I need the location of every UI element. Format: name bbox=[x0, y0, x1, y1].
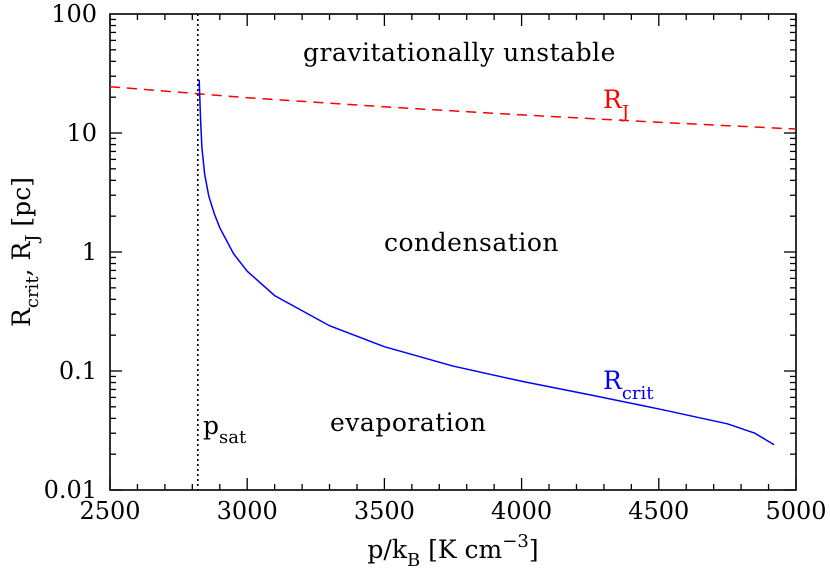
y-axis-title-mid: , R bbox=[7, 241, 36, 277]
rj-label-main: R bbox=[603, 85, 623, 114]
axis-tick-labels: 2500 3000 3500 4000 4500 5000 0.01 0.1 1 10 100 bbox=[44, 0, 827, 525]
y-tick-label: 100 bbox=[51, 0, 97, 28]
x-axis-title-rest: [K cm bbox=[420, 535, 502, 564]
x-tick-label: 3500 bbox=[354, 497, 415, 525]
psat-label-sub: sat bbox=[219, 427, 247, 448]
x-tick-label: 5000 bbox=[765, 497, 826, 525]
region-label-evaporation: evaporation bbox=[330, 408, 486, 437]
x-axis-title: p/kB [K cm−3] bbox=[367, 531, 538, 571]
x-axis-title-end: ] bbox=[529, 535, 539, 564]
y-tick-label: 1 bbox=[82, 238, 97, 266]
y-axis-title-r2-sub: J bbox=[22, 235, 43, 244]
y-axis-title-r1: R bbox=[7, 307, 36, 327]
x-axis-title-main: p/k bbox=[367, 535, 407, 564]
y-axis-title-r1-sub: crit bbox=[22, 276, 43, 308]
region-label-condensation: condensation bbox=[384, 228, 559, 257]
rcrit-label-main: R bbox=[603, 366, 623, 395]
psat-label-main: p bbox=[203, 411, 219, 440]
series-rj-line bbox=[109, 85, 797, 130]
x-axis-title-sub: B bbox=[407, 550, 420, 571]
series-label-rcrit: Rcrit bbox=[603, 366, 654, 404]
y-axis-title: Rcrit, RJ [pc] bbox=[7, 177, 43, 327]
x-tick-label: 4500 bbox=[628, 497, 689, 525]
y-tick-label: 10 bbox=[66, 119, 97, 147]
y-axis-title-end: [pc] bbox=[7, 177, 36, 234]
series-rcrit-line bbox=[198, 79, 775, 446]
x-tick-label: 4000 bbox=[491, 497, 552, 525]
region-label-unstable: gravitationally unstable bbox=[303, 38, 616, 67]
axis-ticks bbox=[109, 14, 797, 491]
y-tick-label: 0.01 bbox=[44, 476, 97, 504]
series-label-rj: RJ bbox=[603, 85, 629, 123]
rcrit-label-sub: crit bbox=[622, 383, 654, 404]
x-tick-label: 2500 bbox=[79, 497, 140, 525]
x-tick-label: 3000 bbox=[217, 497, 278, 525]
x-axis-title-sup: −3 bbox=[502, 531, 529, 552]
psat-label: psat bbox=[203, 411, 247, 448]
y-tick-label: 0.1 bbox=[59, 357, 97, 385]
rj-label-sub: J bbox=[620, 102, 629, 123]
